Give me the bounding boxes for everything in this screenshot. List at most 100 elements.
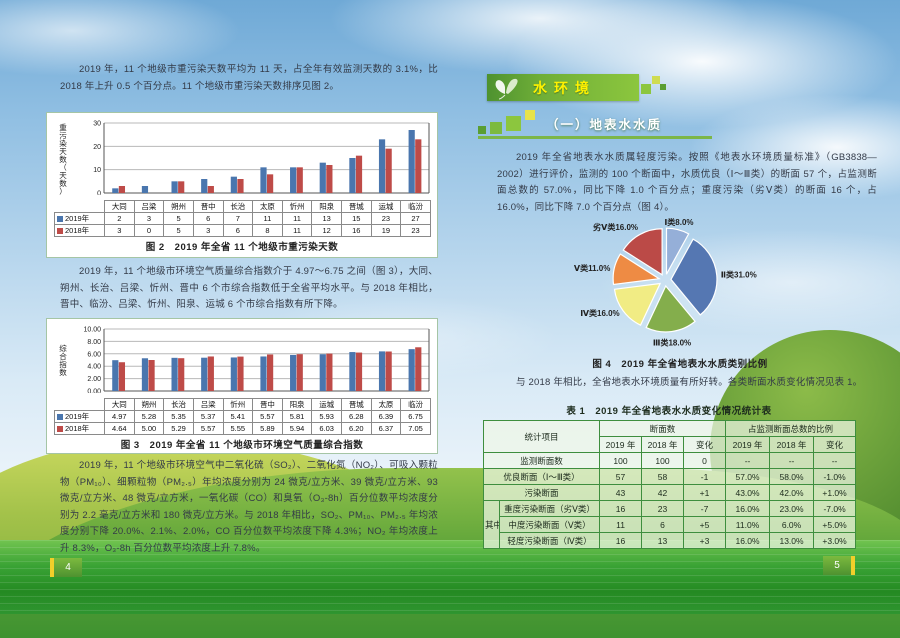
corner-cell	[54, 200, 105, 213]
y-tick: 0.00	[87, 389, 101, 394]
value-cell: 58	[641, 468, 685, 485]
category-cell: 运城	[311, 398, 342, 411]
value-cell: 16.0%	[725, 532, 771, 549]
right-paragraph-1: 2019 年全省地表水水质属轻度污染。按照《地表水环境质量标准》（GB3838—…	[497, 152, 877, 213]
value-cell: 100	[599, 452, 643, 469]
pie-slice-Ⅱ类	[670, 238, 718, 316]
value-cell: 13	[641, 532, 685, 549]
legend-swatch	[57, 425, 63, 432]
value-cell: 6	[222, 224, 254, 237]
category-cell: 晋中	[252, 398, 283, 411]
value-cell: 43	[599, 484, 643, 501]
category-cell: 长治	[222, 200, 254, 213]
bar-2019年-运城	[319, 354, 326, 391]
right-paragraph-2: 与 2018 年相比，全省地表水环境质量有所好转。各类断面水质变化情况见表 1。	[516, 377, 863, 388]
pie-label-Ⅳ类: Ⅳ类16.0%	[580, 308, 619, 318]
y-axis-label-char: 合	[59, 351, 67, 361]
bar-2019年-长治	[171, 357, 178, 391]
bar-2019年-朔州	[171, 181, 178, 193]
value-cell: 6.75	[400, 410, 431, 423]
value-cell: 23	[641, 500, 685, 517]
chapter-banner: 水环境	[487, 74, 639, 101]
value-cell: 42	[641, 484, 685, 501]
bar-2019年-晋中	[260, 356, 267, 391]
bar-2019年-晋中	[201, 179, 208, 193]
deco-square	[641, 84, 651, 94]
butterfly-icon	[495, 78, 518, 100]
category-cell: 临汾	[400, 398, 431, 411]
category-cell: 临汾	[400, 200, 431, 213]
y-tick: 10	[93, 167, 101, 174]
value-cell: +1.0%	[813, 484, 857, 501]
value-cell: 11.0%	[725, 516, 771, 533]
bar-2019年-忻州	[230, 357, 237, 391]
bar-2018年-太原	[267, 174, 274, 193]
y-tick: 6.00	[87, 351, 101, 358]
value-cell: 6	[192, 212, 224, 225]
header-sub: 2019 年	[725, 436, 771, 453]
value-cell: 6.20	[341, 422, 372, 435]
row-label: 监测断面数	[482, 452, 601, 469]
y-tick: 8.00	[87, 339, 101, 346]
y-tick: 4.00	[87, 364, 101, 371]
figure3-panel: 0.00 2.00 4.00 6.00 8.00 10.00 综合指数大同 朔州 长治 吕梁 忻州晋…	[46, 318, 438, 454]
bar-2018年-长治	[178, 358, 185, 391]
category-cell: 阳泉	[311, 200, 342, 213]
group-label: 其中	[483, 500, 500, 549]
corner-cell	[54, 398, 105, 411]
category-cell: 大同	[104, 398, 135, 411]
bar-2018年-朔州	[178, 181, 185, 193]
value-cell: 5.94	[281, 422, 313, 435]
value-cell: 5.29	[163, 422, 194, 435]
category-cell: 忻州	[281, 200, 313, 213]
value-cell: 4.97	[104, 410, 135, 423]
bar-2019年-临汾	[408, 130, 415, 193]
y-axis-label-char: 指	[59, 359, 67, 369]
figure2-caption: 图 2 2019 年全省 11 个地级市重污染天数	[145, 242, 339, 253]
value-cell: 3	[104, 224, 135, 237]
value-cell: 6.28	[341, 410, 372, 423]
legend-cell-2018年: 2018年	[54, 422, 105, 435]
value-cell: 6.37	[370, 422, 402, 435]
bar-2019年-大同	[112, 360, 119, 391]
row-label: 中度污染断面（Ⅴ类）	[498, 516, 601, 533]
bar-2019年-吕梁	[201, 357, 208, 391]
category-cell: 太原	[370, 398, 402, 411]
figure2-panel: 0 10 20 30 重污染天数（天数）大同 吕梁 朔州 晋中 长治 太原 忻州 阳泉 晋城 运城 临汾 20…	[46, 112, 438, 258]
y-tick: 20	[93, 144, 101, 151]
bar-2019年-运城	[378, 139, 386, 193]
legend-swatch	[57, 413, 63, 420]
value-cell: 0	[133, 224, 165, 237]
value-cell: 5.57	[192, 422, 224, 435]
legend-swatch	[57, 227, 63, 234]
bar-2019年-忻州	[290, 167, 297, 193]
bar-2018年-阳泉	[326, 165, 333, 193]
row-label: 重度污染断面（劣Ⅴ类）	[498, 500, 601, 517]
value-cell: +1	[683, 484, 727, 501]
value-cell: +5	[683, 516, 727, 533]
legend-swatch	[57, 215, 63, 222]
value-cell: --	[813, 452, 857, 469]
deco-square	[490, 122, 502, 134]
category-cell: 晋城	[341, 200, 372, 213]
y-tick: 0	[97, 191, 101, 196]
value-cell: 11	[281, 212, 313, 225]
y-axis-label-char: 污	[59, 131, 67, 140]
row-label: 优良断面（Ⅰ～Ⅲ类）	[482, 468, 601, 485]
bar-2019年-长治	[230, 176, 237, 193]
y-axis-label-char: （	[59, 163, 67, 172]
legend-cell-2018年: 2018年	[54, 224, 105, 237]
value-cell: 6	[641, 516, 685, 533]
bar-2018年-晋城	[355, 352, 363, 391]
bar-2019年-太原	[378, 351, 386, 391]
category-cell: 太原	[252, 200, 283, 213]
pie-label-Ⅰ类: Ⅰ类8.0%	[664, 217, 693, 227]
pie-label-Ⅲ类: Ⅲ类18.0%	[653, 338, 691, 348]
value-cell: 11	[252, 212, 283, 225]
y-axis-label-char: 数	[59, 367, 67, 377]
bar-2018年-长治	[237, 179, 244, 193]
category-cell: 阳泉	[281, 398, 313, 411]
header-group2: 占监测断面总数的比例	[725, 420, 857, 437]
section-header: （一）地表水水质	[478, 110, 738, 140]
